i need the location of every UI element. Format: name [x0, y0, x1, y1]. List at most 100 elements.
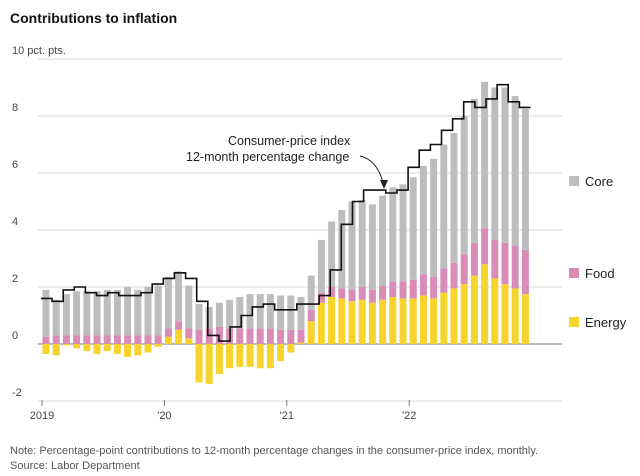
bar-energy: [440, 292, 448, 344]
bar-energy: [42, 344, 50, 354]
bar-core: [450, 133, 458, 263]
bar-core: [368, 204, 376, 290]
bar-energy: [277, 344, 285, 362]
bar-food: [419, 274, 427, 296]
bar-core: [175, 271, 183, 322]
footnote: Note: Percentage-point contributions to …: [10, 445, 538, 457]
bar-energy: [185, 338, 193, 344]
bar-food: [450, 262, 458, 289]
bar-energy: [215, 344, 223, 374]
bar-core: [379, 195, 387, 286]
bar-energy: [144, 344, 152, 353]
bar-core: [62, 294, 70, 336]
bar-food: [328, 287, 336, 297]
bar-core: [317, 239, 325, 293]
bar-food: [134, 335, 142, 344]
bar-core: [389, 187, 397, 282]
bar-food: [470, 242, 478, 276]
bar-core: [460, 116, 468, 255]
y-tick-label: 10 pct. pts.: [12, 45, 66, 57]
bar-food: [256, 328, 264, 344]
bar-energy: [164, 336, 172, 344]
bar-energy: [481, 264, 489, 344]
bars: [42, 81, 529, 384]
bar-energy: [297, 342, 305, 344]
bar-core: [430, 158, 438, 278]
bar-core: [419, 165, 427, 275]
y-tick-label: 4: [12, 216, 18, 228]
bar-food: [307, 309, 315, 322]
bar-core: [409, 177, 417, 280]
bar-core: [348, 201, 356, 290]
bar-core: [481, 81, 489, 229]
x-tick-label: '20: [157, 410, 171, 422]
bar-food: [246, 328, 254, 344]
bar-core: [501, 87, 509, 243]
bar-energy: [430, 298, 438, 344]
bar-energy: [399, 298, 407, 344]
y-tick-label: 0: [12, 330, 18, 342]
bar-food: [409, 279, 417, 299]
legend-swatch-core: [569, 176, 579, 186]
bar-food: [348, 289, 356, 302]
cpi-line-layer: [40, 83, 531, 342]
x-tick-label: '21: [280, 410, 294, 422]
bar-energy: [73, 344, 81, 349]
annotation-arrow: [359, 155, 385, 187]
bar-core: [83, 291, 91, 336]
legend-label-core: Core: [585, 174, 613, 189]
bar-energy: [450, 288, 458, 344]
bar-core: [470, 98, 478, 243]
bar-energy: [175, 329, 183, 344]
bar-energy: [389, 296, 397, 344]
bar-core: [287, 295, 295, 330]
bar-core: [164, 277, 172, 329]
bar-core: [491, 87, 499, 240]
legend-swatch-energy: [569, 317, 579, 327]
bar-core: [266, 294, 274, 329]
bar-core: [103, 289, 111, 336]
bar-energy: [62, 344, 70, 346]
x-tick-label: 2019: [30, 410, 54, 422]
bar-core: [328, 221, 336, 287]
bar-core: [307, 275, 315, 310]
bar-energy: [368, 302, 376, 344]
bar-energy: [287, 344, 295, 353]
bar-food: [266, 328, 274, 344]
bar-food: [277, 329, 285, 344]
source-line: Source: Labor Department: [10, 460, 140, 472]
bar-food: [103, 335, 111, 344]
bar-food: [358, 287, 366, 300]
bar-energy: [52, 344, 60, 356]
cpi-annotation: Consumer-price index 12-month percentage…: [186, 134, 388, 189]
bar-core: [113, 289, 121, 336]
bar-core: [358, 200, 366, 287]
legend-label-energy: Energy: [585, 315, 627, 330]
bar-core: [93, 291, 101, 336]
bar-food: [185, 328, 193, 339]
bar-energy: [266, 344, 274, 369]
bar-food: [511, 245, 519, 289]
bar-energy: [317, 302, 325, 344]
bar-energy: [521, 294, 529, 344]
bar-food: [389, 281, 397, 297]
y-tick-label: 8: [12, 102, 18, 114]
bar-energy: [205, 344, 213, 384]
legend-label-food: Food: [585, 266, 615, 281]
bar-energy: [256, 344, 264, 369]
bar-energy: [460, 284, 468, 344]
bar-food: [42, 336, 50, 344]
bar-energy: [124, 344, 132, 357]
y-tick-label: 6: [12, 159, 18, 171]
bar-food: [491, 239, 499, 279]
bar-core: [215, 302, 223, 327]
bar-food: [460, 254, 468, 285]
bar-food: [73, 335, 81, 344]
bar-core: [134, 289, 142, 336]
x-axis: 2019 '20 '21 '22: [30, 400, 416, 422]
bar-food: [62, 335, 70, 344]
bar-core: [185, 285, 193, 329]
bar-food: [287, 329, 295, 344]
bar-food: [379, 285, 387, 300]
